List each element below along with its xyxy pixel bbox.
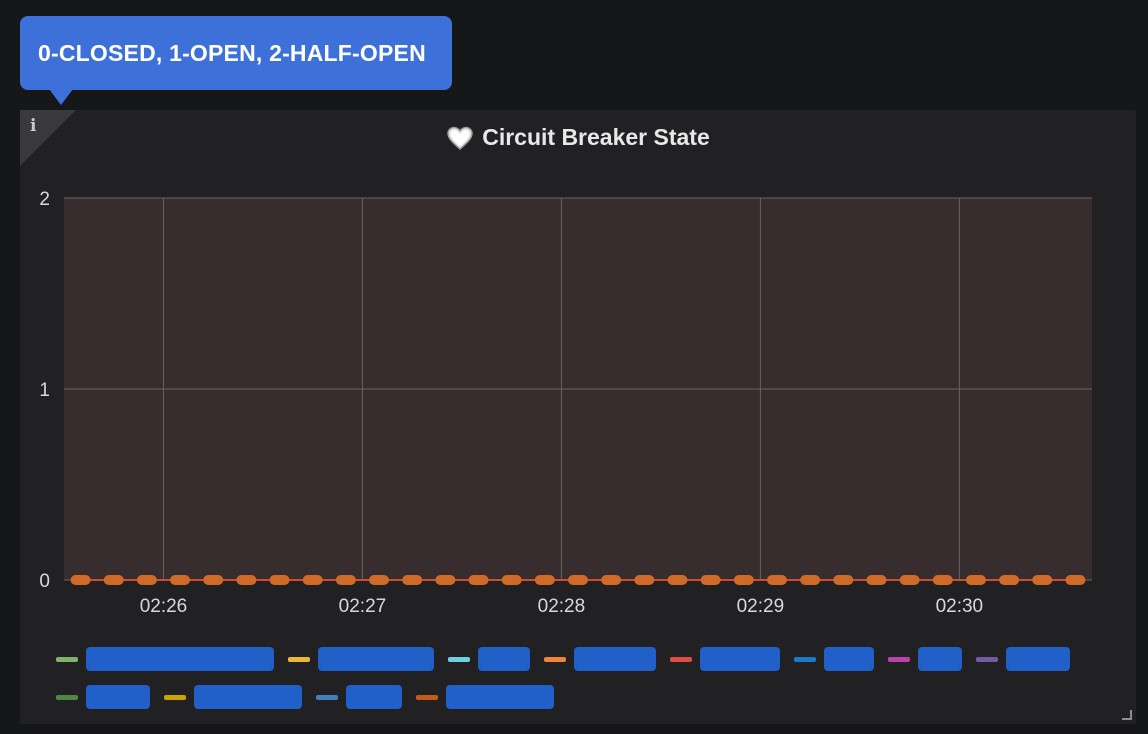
chart-svg: 0 1 2 02:26 02:27 02:28 02:29 02:30	[39, 189, 1092, 617]
legend-swatch	[288, 656, 310, 662]
data-point	[236, 575, 257, 585]
legend-label-redacted	[446, 685, 554, 709]
legend-swatch	[56, 656, 78, 662]
legend-item[interactable]	[56, 647, 274, 671]
chart-title: Circuit Breaker State	[482, 124, 710, 150]
tooltip-text: 0-CLOSED, 1-OPEN, 2-HALF-OPEN	[38, 39, 426, 66]
data-point	[269, 575, 290, 585]
tooltip-arrow	[49, 89, 73, 105]
legend-item[interactable]	[976, 647, 1070, 671]
legend-swatch	[448, 656, 470, 662]
legend-row	[56, 678, 1106, 716]
data-point	[733, 575, 754, 585]
legend-label-redacted	[346, 685, 402, 709]
data-point	[468, 575, 489, 585]
resize-handle-icon[interactable]	[1122, 710, 1132, 720]
description-tooltip: 0-CLOSED, 1-OPEN, 2-HALF-OPEN	[20, 16, 452, 90]
data-point	[932, 575, 953, 585]
legend-item[interactable]	[794, 647, 874, 671]
x-tick-label: 02:26	[140, 596, 188, 617]
x-tick-label: 02:27	[339, 596, 387, 617]
data-point	[700, 575, 721, 585]
legend-label-redacted	[824, 647, 874, 671]
data-point	[203, 575, 224, 585]
data-point	[501, 575, 522, 585]
legend-swatch	[56, 694, 78, 700]
x-tick-label: 02:28	[538, 596, 586, 617]
data-point	[766, 575, 787, 585]
info-icon[interactable]: i	[30, 116, 37, 136]
legend	[56, 640, 1106, 716]
chart-panel: i Circuit Breaker State 0 1 2 02:26 02:27 02:…	[20, 110, 1136, 724]
legend-label-redacted	[86, 647, 274, 671]
data-point	[170, 575, 191, 585]
data-point	[402, 575, 423, 585]
info-corner[interactable]	[20, 110, 76, 166]
legend-swatch	[794, 656, 816, 662]
legend-swatch	[164, 694, 186, 700]
legend-label-redacted	[194, 685, 302, 709]
legend-item[interactable]	[888, 647, 962, 671]
data-point	[136, 575, 157, 585]
legend-label-redacted	[86, 685, 150, 709]
data-point	[999, 575, 1020, 585]
data-point	[335, 575, 356, 585]
heart-icon	[447, 126, 473, 150]
legend-label-redacted	[574, 647, 656, 671]
data-point	[534, 575, 555, 585]
legend-swatch	[976, 656, 998, 662]
data-point	[667, 575, 688, 585]
legend-label-redacted	[318, 647, 434, 671]
legend-label-redacted	[918, 647, 962, 671]
data-point	[302, 575, 323, 585]
legend-item[interactable]	[670, 647, 780, 671]
data-point	[435, 575, 456, 585]
legend-item[interactable]	[56, 685, 150, 709]
x-tick-label: 02:29	[737, 596, 785, 617]
x-tick-label: 02:30	[936, 596, 984, 617]
legend-item[interactable]	[316, 685, 402, 709]
data-point	[965, 575, 986, 585]
data-point	[568, 575, 588, 585]
legend-label-redacted	[1006, 647, 1070, 671]
legend-swatch	[416, 694, 438, 700]
data-point	[634, 575, 655, 585]
data-point	[833, 575, 854, 585]
panel-title[interactable]: Circuit Breaker State	[20, 124, 1136, 157]
y-tick-label: 2	[39, 189, 50, 210]
legend-item[interactable]	[288, 647, 434, 671]
legend-item[interactable]	[448, 647, 530, 671]
legend-item[interactable]	[544, 647, 656, 671]
data-point	[70, 575, 91, 585]
legend-swatch	[888, 656, 910, 662]
y-tick-label: 1	[39, 380, 50, 401]
legend-swatch	[670, 656, 692, 662]
data-point	[899, 575, 920, 585]
data-point	[1032, 575, 1053, 585]
data-point	[601, 575, 622, 585]
data-point	[800, 575, 821, 585]
legend-item[interactable]	[164, 685, 302, 709]
data-point	[1065, 575, 1086, 585]
legend-label-redacted	[700, 647, 780, 671]
legend-swatch	[544, 656, 566, 662]
legend-row	[56, 640, 1106, 678]
legend-item[interactable]	[416, 685, 554, 709]
y-tick-label: 0	[39, 571, 50, 592]
legend-label-redacted	[478, 647, 530, 671]
data-point	[369, 575, 390, 585]
legend-swatch	[316, 694, 338, 700]
data-point	[866, 575, 887, 585]
data-point	[103, 575, 124, 585]
